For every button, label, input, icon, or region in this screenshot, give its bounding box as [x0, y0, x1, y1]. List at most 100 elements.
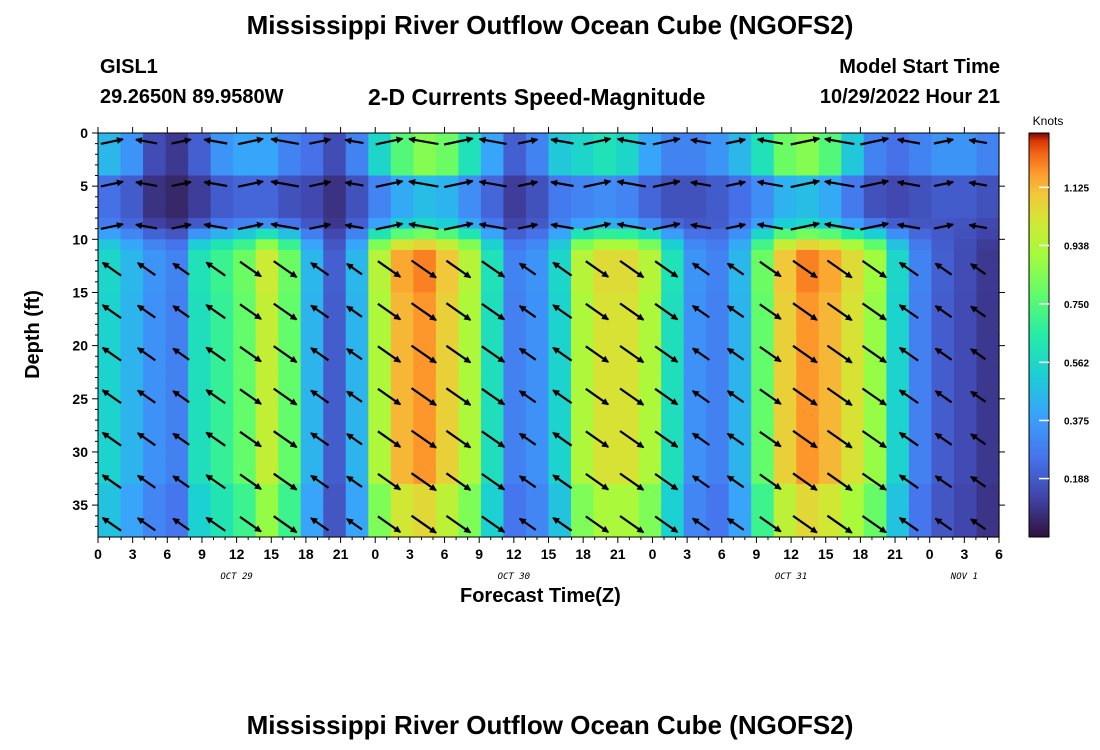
heatmap-cell — [638, 441, 662, 453]
heatmap-cell — [931, 505, 955, 517]
heatmap-cell — [976, 483, 1000, 496]
heatmap-cell — [345, 420, 369, 432]
heatmap-cell — [323, 324, 347, 336]
heatmap-cell — [503, 345, 527, 357]
heatmap-cell — [616, 505, 640, 517]
heatmap-cell — [953, 515, 978, 527]
heatmap-cell — [638, 409, 662, 421]
heatmap-cell — [953, 218, 978, 230]
current-arrow — [445, 259, 472, 279]
heatmap-cell — [210, 409, 234, 421]
heatmap-cell — [661, 345, 685, 357]
heatmap-cell — [98, 377, 122, 389]
heatmap-cell — [188, 345, 212, 357]
heatmap-cell — [796, 462, 820, 474]
heatmap-cell — [818, 154, 842, 166]
current-arrow — [478, 179, 507, 188]
heatmap-cell — [683, 271, 707, 283]
heatmap-cell — [953, 260, 978, 272]
heatmap-cell — [953, 292, 978, 304]
heatmap-cell — [818, 175, 842, 187]
heatmap-cell — [638, 260, 662, 272]
heatmap-cell — [728, 451, 752, 464]
heatmap-cell — [255, 303, 279, 315]
heatmap-cell — [571, 228, 595, 240]
heatmap-cell — [525, 409, 550, 421]
heatmap-cell — [818, 239, 842, 251]
current-arrow — [346, 475, 363, 488]
current-arrow — [934, 262, 953, 276]
heatmap-cell — [953, 494, 978, 506]
heatmap-cell — [616, 483, 640, 496]
heatmap-cell — [571, 451, 595, 464]
heatmap-cell — [300, 377, 324, 389]
heatmap-cell — [706, 228, 730, 240]
heatmap-cell — [908, 420, 933, 432]
heatmap-cell — [818, 143, 842, 155]
heatmap-cell — [480, 356, 505, 368]
heatmap-cell — [503, 526, 527, 538]
heatmap-cell — [593, 292, 617, 304]
heatmap-cell — [120, 239, 144, 251]
heatmap-cell — [165, 196, 189, 209]
heatmap-cell — [323, 345, 347, 357]
heatmap-cell — [773, 313, 797, 325]
heatmap-cell — [435, 409, 460, 421]
heatmap-cell — [255, 335, 279, 347]
heatmap-cell — [458, 377, 482, 389]
current-arrow — [344, 222, 364, 230]
heatmap-cell — [413, 196, 437, 209]
heatmap-cell — [143, 143, 167, 155]
heatmap-cell — [886, 505, 910, 517]
x-tick-label: 6 — [718, 546, 726, 562]
current-arrow — [377, 387, 402, 406]
current-arrow — [552, 474, 573, 490]
heatmap-cell — [638, 228, 662, 240]
heatmap-cell — [233, 154, 257, 166]
heatmap-cell — [98, 409, 122, 421]
heatmap-cell — [706, 313, 730, 325]
heatmap-cell — [706, 409, 730, 421]
heatmap-cell — [480, 462, 505, 474]
heatmap-cell — [503, 313, 527, 325]
x-tick-label: 3 — [406, 546, 414, 562]
current-arrow — [619, 344, 645, 364]
heatmap-cell — [458, 303, 482, 315]
heatmap-cell — [120, 154, 144, 166]
heatmap-cell — [525, 505, 550, 517]
heatmap-cell — [886, 366, 910, 379]
heatmap-cell — [931, 154, 955, 166]
current-arrow — [861, 387, 887, 406]
heatmap-cell — [368, 451, 392, 464]
heatmap-cell — [661, 175, 685, 187]
heatmap-cell — [345, 388, 369, 400]
heatmap-cell — [165, 175, 189, 187]
heatmap-cell — [931, 451, 955, 464]
heatmap-cell — [841, 515, 865, 527]
heatmap-cell — [143, 494, 167, 506]
current-arrow — [518, 262, 537, 276]
heatmap-cell — [728, 483, 752, 496]
heatmap-cell — [120, 186, 144, 198]
heatmap-cell — [683, 196, 707, 209]
heatmap-cell — [683, 505, 707, 517]
heatmap-cell — [953, 420, 978, 432]
heatmap-cell — [255, 526, 279, 538]
heatmap-cell — [368, 441, 392, 453]
heatmap-cell — [435, 249, 460, 262]
heatmap-cell — [278, 462, 302, 474]
heatmap-cell — [345, 430, 369, 442]
heatmap-cell — [300, 505, 324, 517]
heatmap-cell — [751, 377, 775, 389]
current-arrow — [725, 179, 747, 188]
heatmap-cell — [953, 324, 978, 336]
heatmap-cell — [796, 313, 820, 325]
heatmap-cell — [480, 186, 505, 198]
heatmap-cell — [210, 345, 234, 357]
current-arrow — [934, 517, 953, 531]
heatmap-cell — [571, 175, 595, 187]
heatmap-cell — [548, 239, 572, 251]
heatmap-cell — [525, 292, 550, 304]
heatmap-cell — [863, 366, 887, 379]
heatmap-cell — [390, 313, 414, 325]
